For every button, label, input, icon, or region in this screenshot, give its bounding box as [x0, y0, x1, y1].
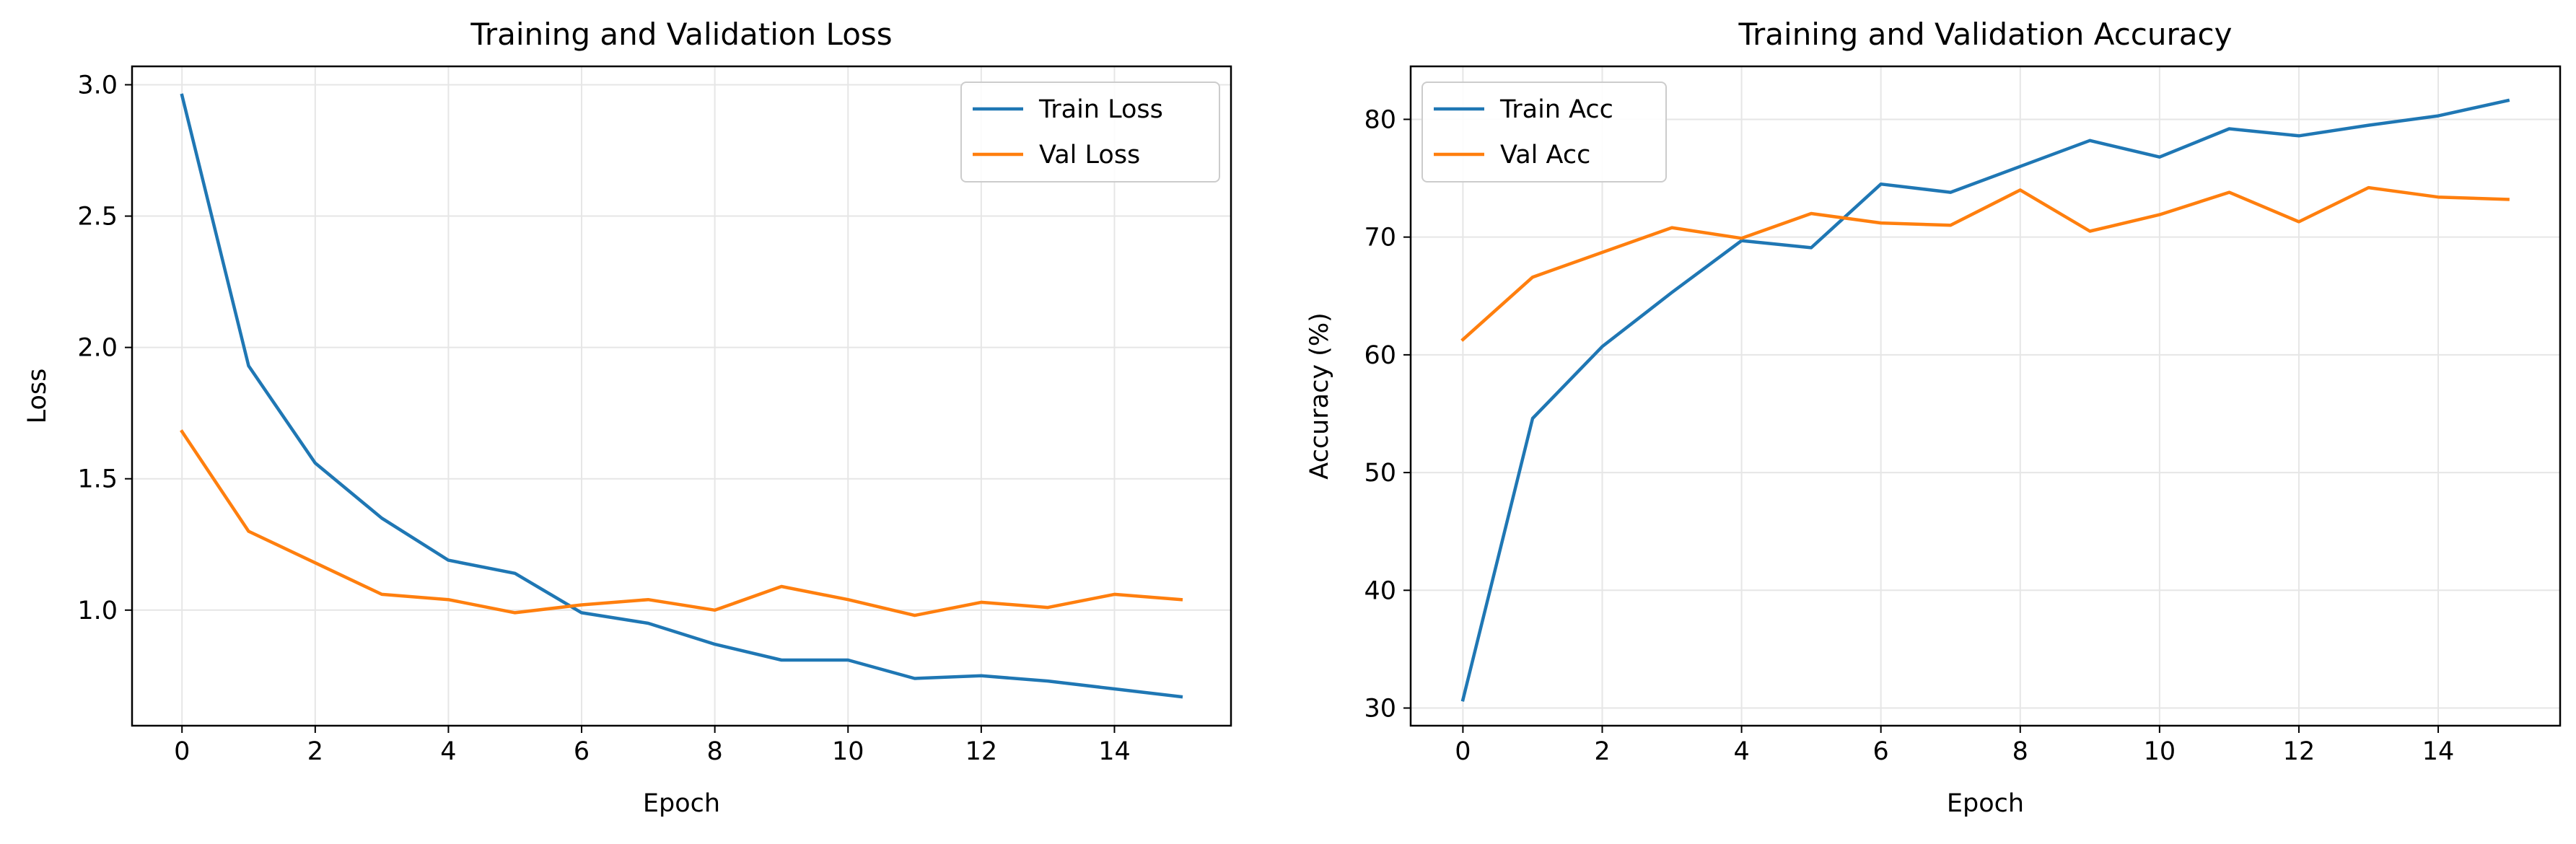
train-acc-line	[1460, 98, 2510, 702]
loss-chart-title: Training and Validation Loss	[470, 17, 892, 52]
loss-x-tick-label: 8	[707, 737, 723, 766]
loss-y-tick-label: 1.0	[77, 597, 118, 625]
train-loss-legend-label: Train Loss	[1038, 95, 1163, 124]
train-loss-line	[180, 93, 1183, 699]
loss-x-axis-label: Epoch	[643, 789, 720, 818]
accuracy-y-tick-label: 70	[1364, 224, 1396, 252]
accuracy-x-axis-label: Epoch	[1947, 789, 2024, 818]
accuracy-x-tick-label: 0	[1455, 737, 1471, 766]
val-loss-line	[180, 429, 1183, 617]
val-acc-legend-label: Val Acc	[1500, 141, 1590, 170]
loss-y-tick-label: 1.5	[77, 465, 118, 494]
loss-y-axis-label: Loss	[23, 369, 52, 424]
loss-x-tick-label: 10	[832, 737, 864, 766]
loss-axes-frame	[131, 65, 1232, 727]
loss-y-tick-label: 2.0	[77, 334, 118, 363]
accuracy-y-axis-label: Accuracy (%)	[1305, 312, 1334, 479]
accuracy-legend-box	[1421, 82, 1667, 183]
loss-legend: Train Loss Val Loss	[960, 82, 1220, 183]
loss-legend-box	[960, 82, 1220, 183]
accuracy-x-tick-label: 14	[2422, 737, 2455, 766]
loss-x-tick-label: 4	[440, 737, 456, 766]
accuracy-x-tick-label: 8	[2012, 737, 2028, 766]
accuracy-y-tick-label: 50	[1364, 459, 1396, 488]
accuracy-x-tick-label: 12	[2283, 737, 2316, 766]
loss-x-tick-label: 14	[1098, 737, 1131, 766]
accuracy-x-tick-label: 2	[1594, 737, 1610, 766]
accuracy-y-tick-label: 40	[1364, 576, 1396, 605]
accuracy-legend: Train Acc Val Acc	[1421, 82, 1667, 183]
loss-chart-panel: 0 2 4 6 8 10 12 14 1.0 1.5 2.0 2.5 3.0 Training and V…	[23, 17, 1232, 818]
loss-y-tick-label: 3.0	[77, 71, 118, 100]
train-acc-legend-label: Train Acc	[1499, 95, 1613, 124]
loss-x-tick-label: 2	[307, 737, 323, 766]
accuracy-x-tick-label: 6	[1873, 737, 1889, 766]
loss-x-tick-label: 6	[574, 737, 590, 766]
val-loss-legend-label: Val Loss	[1039, 141, 1140, 170]
accuracy-chart-title: Training and Validation Accuracy	[1738, 17, 2233, 52]
accuracy-y-tick-label: 60	[1364, 341, 1396, 370]
accuracy-x-tick-label: 4	[1733, 737, 1749, 766]
loss-x-tick-label: 0	[174, 737, 190, 766]
accuracy-chart-panel: 0 2 4 6 8 10 12 14 30 40 50 60 70 80 Training and Vali…	[1305, 17, 2562, 818]
loss-y-tick-label: 2.5	[77, 203, 118, 232]
accuracy-y-tick-label: 80	[1364, 105, 1396, 134]
accuracy-y-tick-label: 30	[1364, 695, 1396, 724]
accuracy-x-tick-label: 10	[2144, 737, 2176, 766]
accuracy-axes-frame	[1409, 65, 2562, 727]
val-acc-line	[1460, 185, 2510, 342]
loss-x-tick-label: 12	[965, 737, 998, 766]
